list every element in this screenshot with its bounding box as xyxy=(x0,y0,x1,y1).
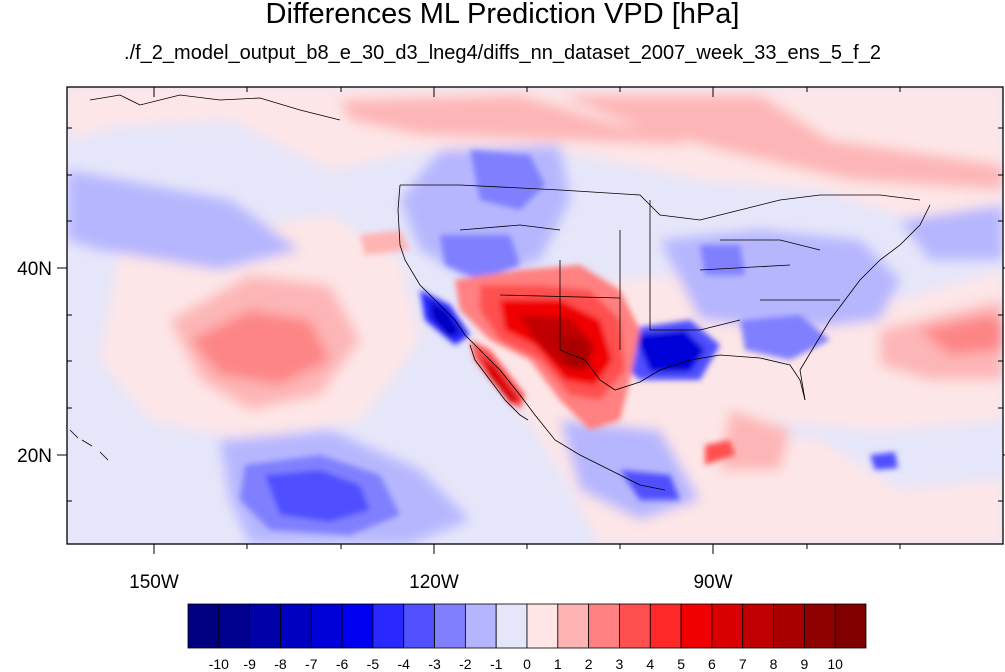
colorbar-tick-label: 1 xyxy=(554,656,562,672)
colorbar-swatch xyxy=(526,603,559,649)
lon-label-150w: 150W xyxy=(129,572,179,593)
colorbar-swatch xyxy=(742,603,774,649)
colorbar-tick-label: -8 xyxy=(274,656,287,672)
lat-label-20n: 20N xyxy=(17,446,52,467)
colorbar-tick-label: -2 xyxy=(459,656,472,672)
colorbar-tick-label: -3 xyxy=(428,656,441,672)
vpd-difference-field xyxy=(67,87,1003,544)
colorbar xyxy=(187,603,867,649)
colorbar-swatch xyxy=(803,603,836,649)
colorbar-swatch xyxy=(495,603,528,649)
colorbar-swatch xyxy=(218,603,251,649)
colorbar-tick-label: -10 xyxy=(209,656,229,672)
colorbar-swatch xyxy=(403,603,435,649)
colorbar-swatch xyxy=(834,603,867,649)
colorbar-swatch xyxy=(649,603,682,649)
colorbar-labels: -10 -9 -8 -7 -6 -5 -4 -3 -2 -1 0 1 2 3 4 5 6 7 8 9 10 xyxy=(209,656,843,672)
colorbar-swatch xyxy=(680,603,713,649)
colorbar-tick-label: 2 xyxy=(585,656,593,672)
colorbar-tick-label: 0 xyxy=(523,656,531,672)
colorbar-tick-label: 6 xyxy=(708,656,716,672)
lat-label-40n: 40N xyxy=(17,259,52,280)
colorbar-swatch xyxy=(557,603,590,649)
colorbar-swatch xyxy=(434,603,466,649)
colorbar-swatch xyxy=(187,603,220,649)
colorbar-tick-label: 9 xyxy=(800,656,808,672)
colorbar-swatch xyxy=(619,603,651,649)
colorbar-tick-label: 7 xyxy=(739,656,747,672)
colorbar-swatch xyxy=(464,603,497,649)
axis-ticks xyxy=(57,87,1005,554)
colorbar-tick-label: -1 xyxy=(490,656,503,672)
coastline-overlay xyxy=(69,94,931,491)
colorbar-tick-label: -6 xyxy=(336,656,349,672)
colorbar-swatch xyxy=(711,603,744,649)
colorbar-swatch xyxy=(280,603,312,649)
colorbar-swatch xyxy=(249,603,281,649)
colorbar-tick-label: 10 xyxy=(827,656,843,672)
colorbar-tick-label: 8 xyxy=(770,656,778,672)
colorbar-swatch xyxy=(372,603,405,649)
colorbar-swatch xyxy=(773,603,805,649)
colorbar-tick-label: -4 xyxy=(398,656,411,672)
colorbar-tick-label: 4 xyxy=(646,656,654,672)
lon-label-120w: 120W xyxy=(409,572,459,593)
map-title: Differences ML Prediction VPD [hPa] xyxy=(265,0,740,30)
colorbar-tick-label: -7 xyxy=(305,656,318,672)
colorbar-tick-label: 5 xyxy=(677,656,685,672)
lon-label-90w: 90W xyxy=(693,572,732,593)
colorbar-swatch xyxy=(341,603,374,649)
map-subtitle: ./f_2_model_output_b8_e_30_d3_lneg4/diff… xyxy=(124,42,881,64)
colorbar-tick-label: -9 xyxy=(243,656,256,672)
colorbar-tick-label: 3 xyxy=(616,656,624,672)
colorbar-swatch xyxy=(588,603,620,649)
colorbar-tick-label: -5 xyxy=(367,656,380,672)
colorbar-swatch xyxy=(310,603,343,649)
